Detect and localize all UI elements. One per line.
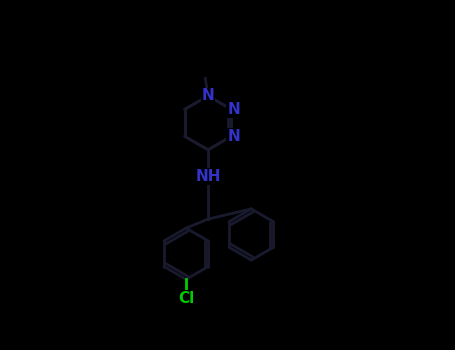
Text: NH: NH: [195, 169, 221, 184]
Text: Cl: Cl: [178, 291, 194, 306]
Text: N: N: [227, 129, 240, 144]
Text: N: N: [227, 102, 240, 117]
Text: N: N: [202, 89, 214, 103]
